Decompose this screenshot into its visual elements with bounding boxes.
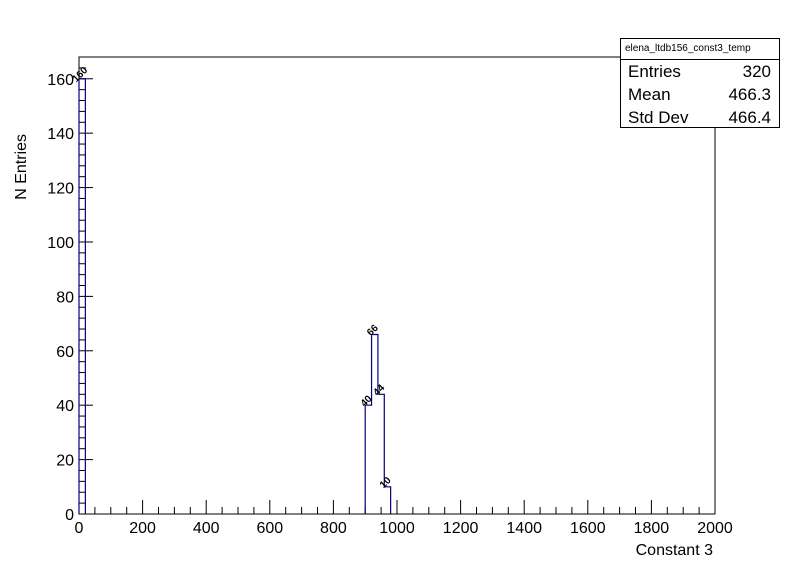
y-tick-label: 40 [56,398,74,415]
bin-value-label: 44 [372,382,388,398]
histogram-line [78,78,392,514]
y-tick-label: 120 [47,181,74,198]
y-tick-label: 20 [56,453,74,470]
y-tick-label: 100 [47,235,74,252]
x-tick-label: 1800 [634,520,670,537]
y-tick-label: 0 [65,507,74,524]
y-tick-label: 60 [56,344,74,361]
y-tick-label: 140 [47,126,74,143]
x-tick-label: 1200 [443,520,479,537]
stats-row-entries: Entries 320 [621,60,779,83]
stats-label: Mean [628,85,671,104]
x-tick-label: 2000 [697,520,733,537]
x-tick-label: 400 [193,520,220,537]
x-tick-label: 1000 [379,520,415,537]
bin-value-label: 66 [365,323,381,339]
x-tick-label: 0 [75,520,84,537]
axes: 0 200 400 600 800 1000 1200 1400 1600 1800 2000 0 20… [47,56,733,537]
x-tick-label: 1600 [570,520,606,537]
bin-value-label: 40 [359,393,375,409]
stats-row-mean: Mean 466.3 [621,83,779,106]
stats-title: elena_ltdb156_const3_temp [621,39,779,60]
x-tick-label: 200 [129,520,156,537]
x-axis-label: Constant 3 [636,542,713,559]
stats-value: 466.4 [728,108,771,127]
stats-row-std-dev: Std Dev 466.4 [621,106,779,129]
x-tick-label: 1400 [506,520,542,537]
y-tick-label: 80 [56,289,74,306]
stats-value: 466.3 [728,85,771,104]
stats-value: 320 [742,62,771,81]
x-tick-label: 600 [256,520,283,537]
stats-label: Entries [628,62,681,81]
y-tick-label: 160 [47,72,74,89]
stats-box: elena_ltdb156_const3_temp Entries 320 Me… [620,38,780,128]
stats-label: Std Dev [628,108,689,127]
x-tick-label: 800 [320,520,347,537]
bin-value-label: 10 [378,475,394,491]
y-axis-label: N Entries [13,134,30,200]
